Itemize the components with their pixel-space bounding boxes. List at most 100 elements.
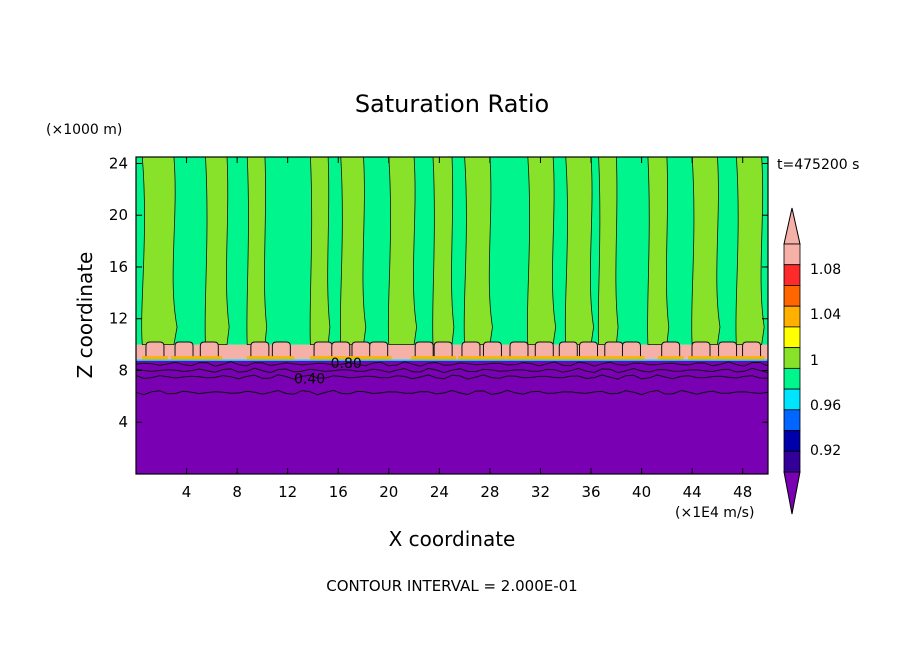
cloud-cell — [558, 341, 578, 361]
x-tick-label: 32 — [531, 483, 550, 501]
contour-interval-footer: CONTOUR INTERVAL = 2.000E-01 — [326, 577, 577, 595]
lighter-band — [526, 156, 557, 346]
cloud-cell-base — [575, 356, 602, 361]
lighter-band — [309, 156, 331, 346]
x-tick-label: 44 — [683, 483, 702, 501]
lighter-band — [691, 156, 721, 346]
y-tick-label: 20 — [109, 206, 128, 224]
colorbar-label: 1.04 — [810, 307, 841, 323]
x-tick-label: 20 — [379, 483, 398, 501]
colorbar-segment — [783, 305, 801, 328]
lighter-band — [339, 156, 367, 346]
y-tick-label: 4 — [118, 413, 128, 431]
x-tick-label: 16 — [329, 483, 348, 501]
x-tick-label: 8 — [232, 483, 242, 501]
colorbar-label: 1 — [810, 353, 819, 369]
cloud-cell-base — [196, 356, 223, 361]
x-tick-label: 36 — [581, 483, 600, 501]
cloud-cell-base — [347, 356, 374, 361]
y-tick-label: 12 — [109, 310, 128, 328]
x-axis-ticks: 4 8 12 16 20 24 28 32 36 40 44 48 — [182, 157, 752, 501]
colorbar-segment — [783, 264, 801, 286]
cloud-cell-base — [600, 356, 627, 361]
cloud-cell-base — [171, 356, 198, 361]
contour-line — [135, 374, 768, 380]
cloud-cell-base — [141, 356, 168, 361]
cloud-cell-base — [657, 356, 684, 361]
cloud-cell-base — [505, 356, 532, 361]
x-tick-label: 24 — [430, 483, 449, 501]
cloud-cell-base — [457, 356, 484, 361]
cloud-cell — [691, 341, 711, 361]
cloud-cell-base — [714, 356, 741, 361]
contour-label-0.80: 0.80 — [331, 356, 362, 372]
lighter-band — [597, 156, 619, 346]
cloud-cell-base — [618, 356, 645, 361]
cloud-cell-base — [479, 356, 506, 361]
x-tick-label: 28 — [480, 483, 499, 501]
cloud-cell — [199, 341, 219, 361]
lighter-band — [387, 156, 418, 346]
y-axis-label: Z coordinate — [73, 252, 97, 379]
cloud-cell-base — [246, 356, 273, 361]
cloud-cell — [145, 341, 165, 361]
colorbar-under-arrow — [783, 471, 801, 515]
colorbar-segment — [783, 243, 801, 266]
cloud-cell — [742, 341, 762, 361]
y-tick-label: 8 — [118, 361, 128, 379]
colorbar-over-arrow — [783, 207, 801, 245]
colorbar-segment — [783, 450, 801, 473]
y-tick-label: 24 — [109, 154, 128, 172]
cloud-cell-base — [310, 356, 337, 361]
cloud-cell — [534, 341, 554, 361]
cloud-cell — [461, 341, 481, 361]
lighter-band — [564, 156, 594, 346]
colorbar-segment — [783, 367, 801, 390]
colorbar-label: 0.92 — [810, 443, 841, 459]
cloud-cell — [621, 341, 641, 361]
colorbar-segment — [783, 285, 801, 307]
cloud-cell-base — [688, 356, 715, 361]
colorbar-label: 1.08 — [810, 262, 841, 278]
x-tick-label: 4 — [182, 483, 192, 501]
colorbar-segment — [783, 430, 801, 452]
x-axis-label: X coordinate — [389, 527, 516, 551]
x-tick-label: 40 — [632, 483, 651, 501]
cloud-cell-base — [327, 356, 354, 361]
cloud-cell — [331, 341, 351, 361]
y-tick-label: 16 — [109, 258, 128, 276]
cloud-cell — [661, 341, 681, 361]
contour-line — [135, 389, 769, 396]
cloud-cell — [250, 341, 270, 361]
cloud-cell — [509, 341, 529, 361]
x-unit-label: (×1E4 m/s) — [675, 505, 754, 521]
plot-frame — [135, 156, 769, 475]
plot-area: 0.40 0.80 — [135, 156, 769, 475]
cloud-cell — [271, 341, 291, 361]
colorbar-segment — [783, 326, 801, 349]
cloud-cell-base — [365, 356, 392, 361]
y-unit-label: (×1000 m) — [46, 122, 122, 138]
colorbar-segment — [783, 347, 801, 369]
cloud-cell-base — [531, 356, 558, 361]
x-tick-label: 12 — [278, 483, 297, 501]
region-subsaturated — [136, 360, 768, 474]
cloud-cell — [174, 341, 194, 361]
contour-line — [135, 367, 769, 374]
cloud-cell — [579, 341, 599, 361]
lighter-band — [647, 156, 670, 346]
contour-label-0.40: 0.40 — [294, 371, 325, 387]
cloud-cell-base — [555, 356, 582, 361]
cloud-cell-base — [430, 356, 457, 361]
cloud-cell — [433, 341, 453, 361]
chart-title: Saturation Ratio — [355, 90, 549, 118]
cloud-cell — [369, 341, 389, 361]
time-label: t=475200 s — [777, 157, 859, 173]
colorbar-segment — [783, 409, 801, 431]
cloud-cell-base — [268, 356, 295, 361]
colorbar: 0.92 0.96 1 1.04 1.08 — [783, 207, 841, 515]
cloud-cell — [414, 341, 434, 361]
y-axis-ticks: 4 8 12 16 20 24 — [109, 154, 768, 431]
cloud-cell — [718, 341, 738, 361]
